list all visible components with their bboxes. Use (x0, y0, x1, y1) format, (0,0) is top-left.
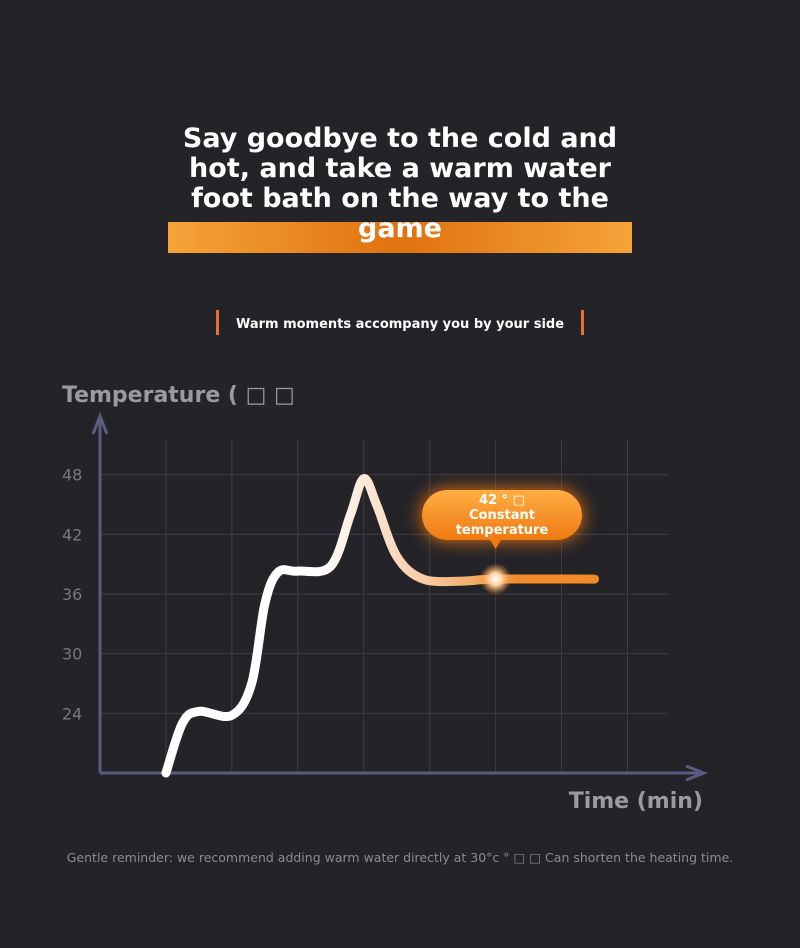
y-tick-label: 48 (62, 466, 82, 485)
y-axis (91, 411, 109, 773)
x-axis (100, 764, 709, 782)
title: Say goodbye to the cold and hot, and tak… (182, 123, 618, 244)
subtitle: Warm moments accompany you by your side (236, 317, 564, 332)
annotation: 42 ° □ Constant temperature (422, 490, 582, 540)
y-tick-label: 24 (62, 704, 82, 723)
footnote: Gentle reminder: we recommend adding war… (67, 850, 733, 865)
y-tick-label: 30 (62, 645, 82, 664)
y-tick-label: 42 (62, 525, 82, 544)
subtitle-mark (216, 310, 219, 335)
y-axis-label: Temperature ( □ □ (62, 383, 295, 408)
temperature-line (161, 474, 600, 778)
subtitle-mark (581, 310, 584, 335)
y-tick-label: 36 (62, 585, 82, 604)
title-bar (168, 222, 632, 253)
annotation-pointer (489, 539, 502, 549)
highlight-point (479, 563, 512, 596)
x-axis-label: Time (min) (569, 789, 703, 814)
